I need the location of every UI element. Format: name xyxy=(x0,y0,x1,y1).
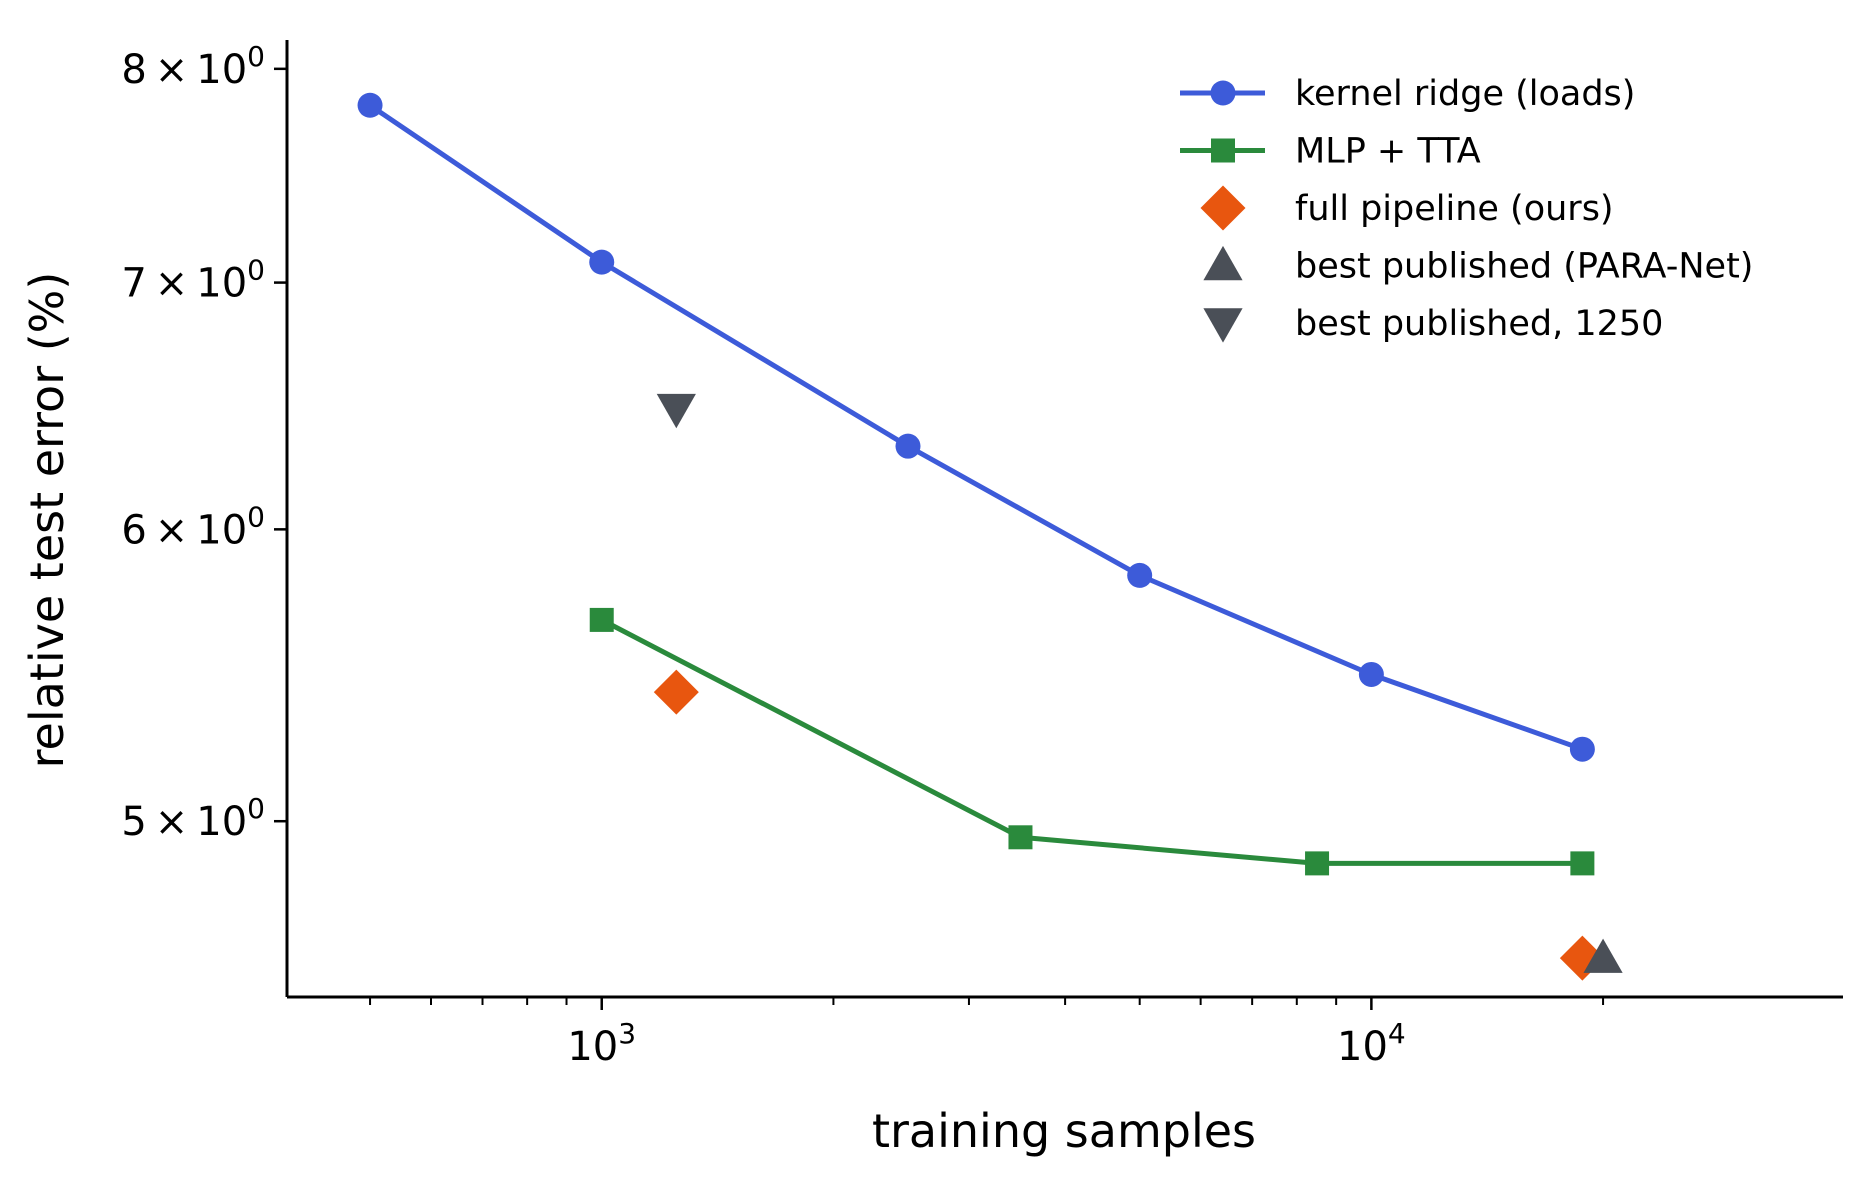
x-tick-label: 103 xyxy=(567,1017,636,1070)
axes: 103 104 5 × 100 6 × 100 7 × 100 8 × 100 xyxy=(121,40,1843,1070)
legend-item: full pipeline (ours) xyxy=(1200,185,1614,231)
legend-marker xyxy=(1210,80,1236,106)
legend-item: kernel ridge (loads) xyxy=(1180,74,1635,114)
legend-item: MLP + TTA xyxy=(1180,132,1481,172)
legend-item: best published, 1250 xyxy=(1203,304,1663,344)
data-point xyxy=(1358,661,1384,687)
data-point xyxy=(589,607,614,632)
legend: kernel ridge (loads) MLP + TTA full pipeli… xyxy=(1180,74,1753,344)
series-3 xyxy=(1583,938,1623,973)
y-tick-label: 5 × 100 xyxy=(121,792,265,845)
legend-marker xyxy=(1203,308,1243,343)
y-tick-label: 7 × 100 xyxy=(121,254,265,307)
series-2 xyxy=(653,669,1605,981)
series-4 xyxy=(656,393,696,429)
y-tick-label: 8 × 100 xyxy=(121,40,265,93)
tick-marks xyxy=(274,67,1605,1010)
legend-label: MLP + TTA xyxy=(1295,132,1481,172)
plot-area xyxy=(357,92,1623,981)
data-point xyxy=(1583,938,1623,973)
data-point xyxy=(653,669,699,715)
y-axis-label: relative test error (%) xyxy=(20,272,74,769)
x-tick-label: 104 xyxy=(1337,1017,1406,1070)
data-point xyxy=(357,92,383,118)
data-point xyxy=(1305,851,1330,876)
x-axis-label: training samples xyxy=(872,1104,1256,1158)
legend-item: best published (PARA-Net) xyxy=(1203,245,1753,287)
y-tick-label: 6 × 100 xyxy=(121,500,265,553)
data-point xyxy=(895,433,921,459)
series-line xyxy=(368,103,1584,752)
legend-marker xyxy=(1200,185,1246,231)
data-point xyxy=(1570,851,1595,876)
legend-marker xyxy=(1211,138,1235,163)
data-point xyxy=(1127,562,1153,588)
legend-label: best published (PARA-Net) xyxy=(1295,247,1753,287)
data-point xyxy=(1008,825,1033,850)
legend-marker xyxy=(1203,245,1243,281)
data-point xyxy=(1569,736,1595,762)
data-point xyxy=(589,249,615,275)
legend-label: full pipeline (ours) xyxy=(1295,189,1614,229)
legend-label: kernel ridge (loads) xyxy=(1295,74,1635,114)
series-0 xyxy=(357,92,1595,762)
series-line xyxy=(600,617,1583,866)
data-point xyxy=(656,393,696,429)
series-1 xyxy=(589,607,1595,876)
legend-label: best published, 1250 xyxy=(1295,304,1663,344)
